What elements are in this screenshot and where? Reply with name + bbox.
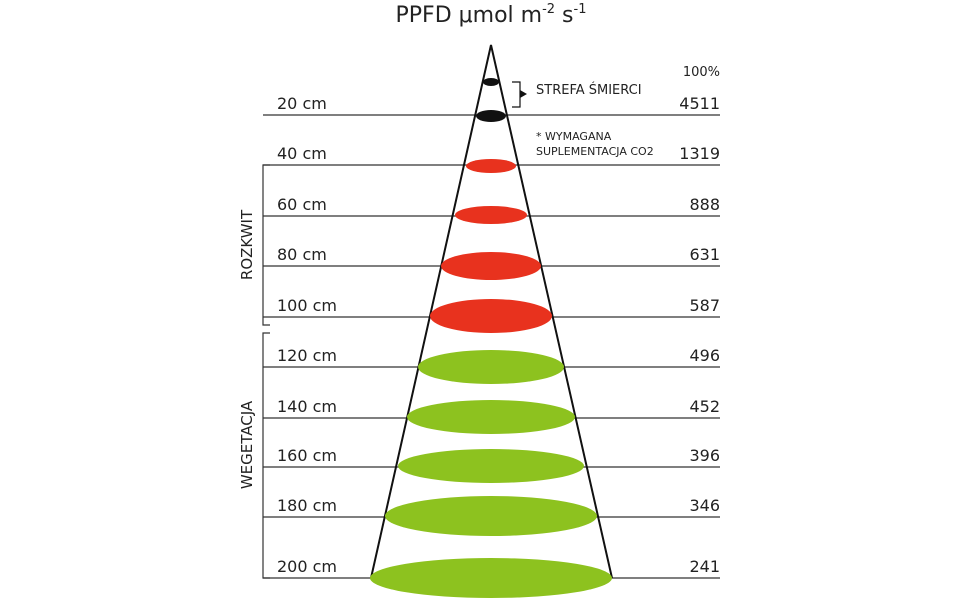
ppfd-value: 587 [689,296,720,315]
distance-label: 120 cm [277,346,337,365]
ppfd-value: 241 [689,557,720,576]
ppfd-value: 496 [689,346,720,365]
light-spot [466,159,516,173]
ppfd-value: 631 [689,245,720,264]
light-spots [370,78,612,598]
distance-label: 100 cm [277,296,337,315]
light-spot [455,206,527,224]
group-bracket [262,164,270,326]
light-spot [430,299,552,333]
distance-label: 40 cm [277,144,327,163]
light-spot [476,110,506,122]
light-cone [370,44,613,579]
ppfd-value: 888 [689,195,720,214]
top-percent: 100% [683,65,720,80]
distance-label: 60 cm [277,195,327,214]
distance-label: 80 cm [277,245,327,264]
title-main: PPFD μmol m [396,3,543,28]
ppfd-value: 396 [689,446,720,465]
title-unit: s [555,3,573,28]
light-spot [385,496,597,536]
title: PPFD μmol m-2 s-1 [396,2,587,28]
group-bracket [262,332,270,579]
ppfd-value: 452 [689,397,720,416]
co2-note: * WYMAGANA [536,130,612,143]
bracket [512,81,521,108]
light-spot [370,558,612,598]
distance-label: 160 cm [277,446,337,465]
group-label: ROZKWIT [238,209,256,280]
title-exp: -1 [574,2,587,17]
co2-note: SUPLEMENTACJA CO2 [536,145,654,158]
light-spot [483,78,499,86]
distance-label: 20 cm [277,94,327,113]
distance-label: 200 cm [277,557,337,576]
distance-label: 140 cm [277,397,337,416]
group-label: WEGETACJA [238,400,256,489]
light-spot [407,400,575,434]
light-spot [418,350,564,384]
death-zone: STREFA ŚMIERCI [536,82,642,98]
arrow [520,90,527,98]
title-exp: -2 [542,2,555,17]
distance-label: 180 cm [277,496,337,515]
ppfd-value: 346 [689,496,720,515]
light-spot [398,449,584,483]
ppfd-value: 1319 [679,144,720,163]
light-spot [441,252,541,280]
ppfd-value: 4511 [679,94,720,113]
